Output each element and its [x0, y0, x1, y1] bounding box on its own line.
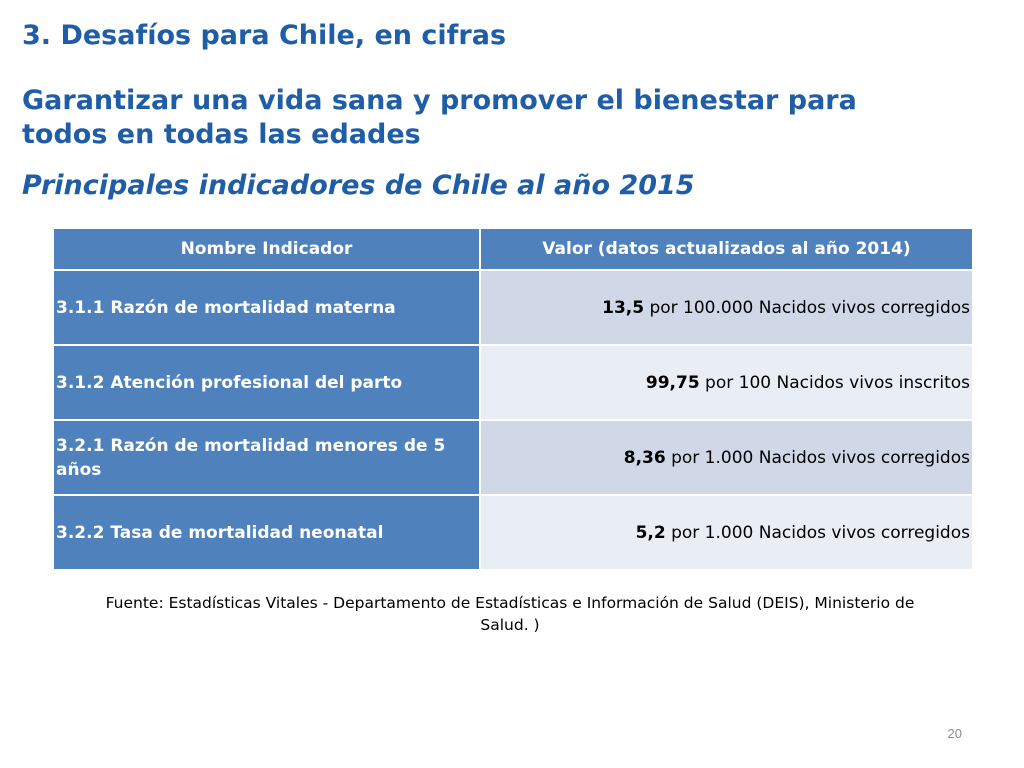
header-indicator-name: Nombre Indicador [52, 229, 481, 271]
indicator-value-cell: 13,5 por 100.000 Nacidos vivos corregido… [479, 269, 974, 346]
indicator-name: 3.1.1 Razón de mortalidad materna [52, 269, 481, 346]
table-row: 3.2.2 Tasa de mortalidad neonatal 5,2 po… [52, 494, 974, 571]
indicator-name: 3.2.1 Razón de mortalidad menores de 5 a… [52, 419, 481, 496]
indicator-value: 5,2 [635, 522, 666, 543]
indicator-value-cell: 99,75 por 100 Nacidos vivos inscritos [479, 344, 974, 421]
page-number: 20 [947, 726, 962, 741]
indicator-unit: por 100 Nacidos vivos inscritos [699, 372, 970, 393]
indicator-value-cell: 5,2 por 1.000 Nacidos vivos corregidos [479, 494, 974, 571]
indicator-value-cell: 8,36 por 1.000 Nacidos vivos corregidos [479, 419, 974, 496]
table-caption: Principales indicadores de Chile al año … [22, 170, 695, 201]
indicator-unit: por 1.000 Nacidos vivos corregidos [665, 447, 970, 468]
table-row: 3.1.1 Razón de mortalidad materna 13,5 p… [52, 269, 974, 346]
table-header-row: Nombre Indicador Valor (datos actualizad… [52, 229, 974, 271]
indicator-name: 3.1.2 Atención profesional del parto [52, 344, 481, 421]
source-note: Fuente: Estadísticas Vitales - Departame… [105, 594, 915, 634]
header-indicator-value: Valor (datos actualizados al año 2014) [479, 229, 974, 271]
table-row: 3.2.1 Razón de mortalidad menores de 5 a… [52, 419, 974, 496]
indicator-value: 8,36 [623, 447, 666, 468]
indicator-value: 13,5 [602, 297, 645, 318]
table-row: 3.1.2 Atención profesional del parto 99,… [52, 344, 974, 421]
slide-subtitle: Garantizar una vida sana y promover el b… [22, 85, 857, 150]
indicator-name: 3.2.2 Tasa de mortalidad neonatal [52, 494, 481, 571]
indicator-unit: por 1.000 Nacidos vivos corregidos [665, 522, 970, 543]
indicator-unit: por 100.000 Nacidos vivos corregidos [644, 297, 970, 318]
indicators-table: Nombre Indicador Valor (datos actualizad… [52, 229, 974, 571]
slide-title: 3. Desafíos para Chile, en cifras [22, 20, 507, 51]
indicator-value: 99,75 [645, 372, 700, 393]
